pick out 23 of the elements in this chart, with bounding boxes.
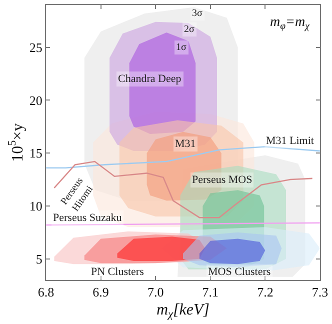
- x-axis-title: m$_{χ}$[keV]: [156, 301, 210, 321]
- x-tick-label: 7.1: [202, 284, 219, 300]
- annotation: PN Clusters: [91, 266, 144, 278]
- annotation: MOS Clusters: [208, 266, 271, 278]
- x-tick-label: 7.2: [257, 284, 274, 300]
- annotation: m$_{φ}$=m$_{χ}$: [270, 15, 310, 32]
- annotation: Perseus Suzaku: [53, 212, 122, 224]
- annotation: 1σ: [176, 42, 187, 53]
- x-tick-label: 6.9: [92, 284, 109, 300]
- x-tick-label: 7.0: [147, 284, 164, 300]
- x-tick-label: 7.3: [312, 284, 328, 300]
- annotation: M31 Limit: [266, 135, 314, 147]
- y-tick-label: 10: [29, 198, 42, 214]
- annotation: 2σ: [184, 24, 195, 35]
- y-tick-label: 25: [29, 40, 42, 55]
- annotation: M31: [175, 138, 196, 150]
- y-tick-label: 15: [29, 146, 42, 161]
- x-tick-label: 6.8: [38, 284, 54, 300]
- annotation: Perseus MOS: [192, 174, 252, 186]
- y-tick-label: 5: [36, 251, 42, 266]
- annotation: 3σ: [192, 8, 203, 19]
- y-tick-label: 20: [29, 92, 42, 108]
- annotation: Chandra Deep: [118, 73, 182, 85]
